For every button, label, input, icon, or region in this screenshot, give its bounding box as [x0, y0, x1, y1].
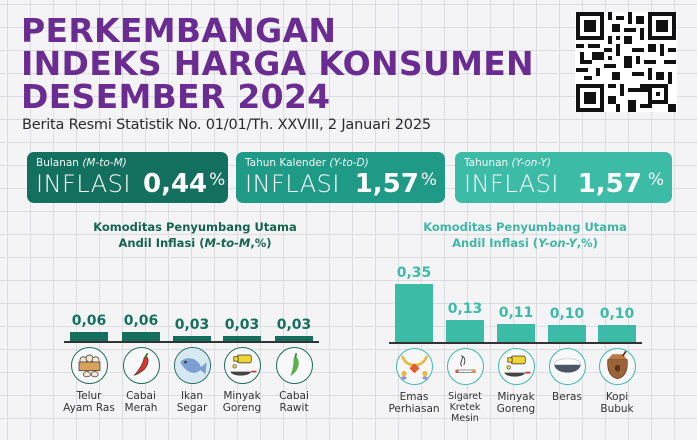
coffee-sack-icon	[599, 348, 636, 385]
card-kind: Tahun Kalender (Y-to-D)	[245, 157, 369, 169]
egg-basket-icon	[71, 347, 108, 384]
red-chili-icon	[123, 347, 160, 384]
bar-value-label: 0,03	[276, 317, 312, 333]
category-label: Cabai Rawit	[279, 390, 309, 414]
bar-value-label: 0,35	[396, 265, 432, 281]
chart-title-yoy: Komoditas Penyumbang Utama Andil Inflasi…	[423, 220, 627, 250]
chart-baseline	[389, 342, 642, 344]
inflation-card-ytd: Tahun Kalender (Y-to-D) INFLASI 1,57 %	[236, 152, 445, 203]
page-title: PERKEMBANGAN INDEKS HARGA KONSUMEN DESEM…	[21, 14, 534, 113]
card-value: 0,44	[143, 169, 208, 199]
bar	[497, 324, 535, 342]
cooking-oil-icon	[498, 348, 535, 385]
card-label: INFLASI	[36, 170, 131, 198]
bar	[548, 325, 586, 342]
cooking-oil-icon	[224, 347, 261, 384]
category-label: Ikan Segar	[176, 390, 208, 414]
inflation-card-yoy: Tahunan (Y-on-Y) INFLASI 1,57 %	[455, 152, 672, 203]
card-kind: Tahunan (Y-on-Y)	[464, 157, 551, 169]
fish-icon	[174, 347, 211, 384]
chart-baseline	[64, 341, 319, 343]
card-unit: %	[420, 170, 437, 190]
category-label: Telur Ayam Ras	[63, 390, 115, 414]
category-label: Minyak Goreng	[222, 390, 262, 414]
bar	[395, 284, 433, 342]
bar-value-label: 0,03	[224, 317, 260, 333]
title-line-3: DESEMBER 2024	[21, 77, 331, 116]
bar	[275, 336, 313, 341]
bar-value-label: 0,06	[123, 313, 159, 329]
card-unit: %	[209, 170, 226, 190]
bar-value-label: 0,13	[447, 301, 483, 317]
bar	[223, 336, 261, 341]
bar-value-label: 0,06	[71, 313, 107, 329]
green-chili-icon	[276, 347, 313, 384]
card-label: INFLASI	[464, 170, 559, 198]
title-line-1: PERKEMBANGAN	[21, 11, 337, 50]
bar-value-label: 0,11	[498, 305, 534, 321]
bar	[70, 332, 108, 341]
category-label: Beras	[552, 391, 582, 403]
subtitle: Berita Resmi Statistik No. 01/01/Th. XXV…	[22, 117, 431, 133]
bar-value-label: 0,10	[549, 306, 585, 322]
category-label: Sigaret Kretek Mesin	[448, 391, 482, 424]
category-label: Emas Perhiasan	[388, 391, 440, 415]
qr-code-icon	[575, 12, 677, 112]
card-unit: %	[647, 170, 664, 190]
card-value: 1,57	[354, 169, 419, 199]
bar-value-label: 0,10	[599, 306, 635, 322]
bar-value-label: 0,03	[174, 317, 210, 333]
bar	[173, 336, 211, 341]
bar	[122, 332, 160, 341]
inflation-card-mtm: Bulanan (M-to-M) INFLASI 0,44 %	[27, 152, 228, 203]
chart-title-mtm: Komoditas Penyumbang Utama Andil Inflasi…	[93, 220, 297, 250]
rice-bowl-icon	[549, 348, 586, 385]
category-label: Kopi Bubuk	[600, 391, 634, 415]
card-kind: Bulanan (M-to-M)	[36, 157, 127, 169]
card-label: INFLASI	[245, 170, 340, 198]
title-line-2: INDEKS HARGA KONSUMEN	[21, 44, 534, 83]
card-value: 1,57	[577, 169, 642, 199]
bar	[598, 325, 636, 342]
gold-jewelry-icon	[396, 348, 433, 385]
bar	[446, 320, 484, 342]
category-label: Minyak Goreng	[496, 391, 536, 415]
cigarette-icon	[447, 348, 484, 385]
category-label: Cabai Merah	[124, 390, 158, 414]
